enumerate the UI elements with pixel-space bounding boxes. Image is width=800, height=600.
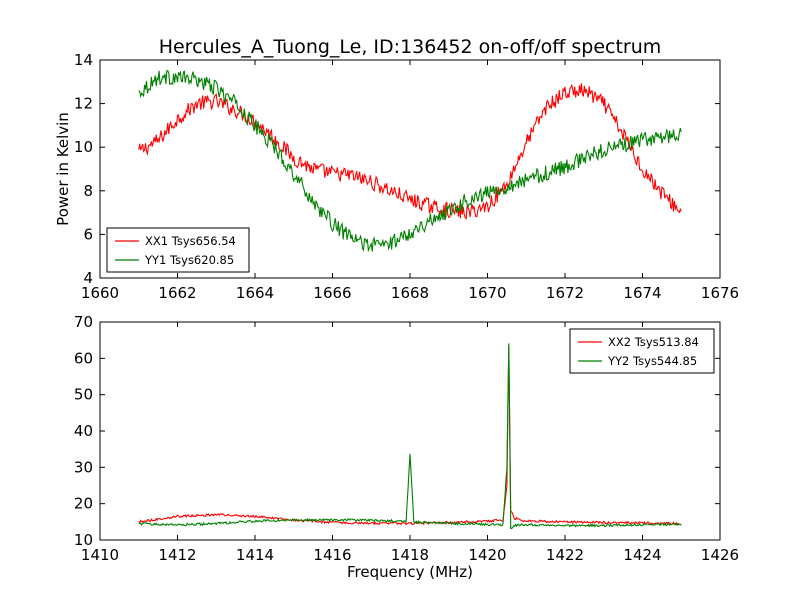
x-axis-label: Frequency (MHz) bbox=[347, 563, 473, 581]
y-tick-label: 60 bbox=[74, 349, 93, 367]
legend-label-1: XX2 Tsys513.84 bbox=[608, 335, 699, 349]
bottom-panel: 1410 1412 1414 1416 1418 1420 1422 1424 1426 10 20… bbox=[74, 313, 739, 564]
y-tick-label: 4 bbox=[83, 269, 93, 287]
x-tick-label: 1676 bbox=[701, 284, 739, 302]
x-tick-label: 1664 bbox=[236, 284, 274, 302]
y-tick-label: 10 bbox=[74, 138, 93, 156]
x-tick-label: 1670 bbox=[468, 284, 506, 302]
x-tick-label: 1668 bbox=[391, 284, 429, 302]
x-tick-label: 1424 bbox=[623, 546, 661, 564]
y-tick-label: 14 bbox=[74, 51, 93, 69]
y-tick-label: 20 bbox=[74, 495, 93, 513]
legend-label-2: YY1 Tsys620.85 bbox=[144, 253, 234, 267]
x-tick-label: 1666 bbox=[313, 284, 351, 302]
x-tick-label: 1416 bbox=[313, 546, 351, 564]
y-axis-label: Power in Kelvin bbox=[54, 112, 72, 226]
y-tick-label: 50 bbox=[74, 386, 93, 404]
x-tick-label: 1412 bbox=[158, 546, 196, 564]
x-tick-label: 1420 bbox=[468, 546, 506, 564]
legend-box bbox=[106, 227, 250, 273]
x-tick-label: 1410 bbox=[81, 546, 119, 564]
series-line-1 bbox=[138, 346, 682, 526]
legend-label-1: XX1 Tsys656.54 bbox=[145, 234, 236, 248]
x-tick-label: 1414 bbox=[236, 546, 274, 564]
x-tick-label: 1422 bbox=[546, 546, 584, 564]
y-tick-label: 8 bbox=[83, 182, 93, 200]
series-line-2 bbox=[138, 70, 682, 253]
y-tick-label: 30 bbox=[74, 458, 93, 476]
x-tick-label: 1426 bbox=[701, 546, 739, 564]
x-tick-label: 1662 bbox=[158, 284, 196, 302]
series-line-2 bbox=[138, 343, 682, 530]
y-tick-label: 10 bbox=[74, 531, 93, 549]
figure-title: Hercules_A_Tuong_Le, ID:136452 on-off/of… bbox=[159, 36, 662, 58]
y-tick-label: 40 bbox=[74, 422, 93, 440]
y-tick-label: 6 bbox=[83, 225, 93, 243]
x-tick-label: 1660 bbox=[81, 284, 119, 302]
x-tick-label: 1672 bbox=[546, 284, 584, 302]
y-tick-label: 70 bbox=[74, 313, 93, 331]
legend: XX1 Tsys656.54 YY1 Tsys620.85 bbox=[106, 227, 250, 273]
y-tick-label: 12 bbox=[74, 95, 93, 113]
legend-label-2: YY2 Tsys544.85 bbox=[607, 354, 697, 368]
x-tick-label: 1418 bbox=[391, 546, 429, 564]
legend: XX2 Tsys513.84 YY2 Tsys544.85 bbox=[569, 328, 715, 374]
x-tick-label: 1674 bbox=[623, 284, 661, 302]
top-panel: 1660 1662 1664 1666 1668 1670 1672 1674 1676 4 6 8 1… bbox=[54, 51, 739, 302]
legend-box bbox=[569, 328, 715, 374]
series-line-1 bbox=[138, 83, 682, 220]
